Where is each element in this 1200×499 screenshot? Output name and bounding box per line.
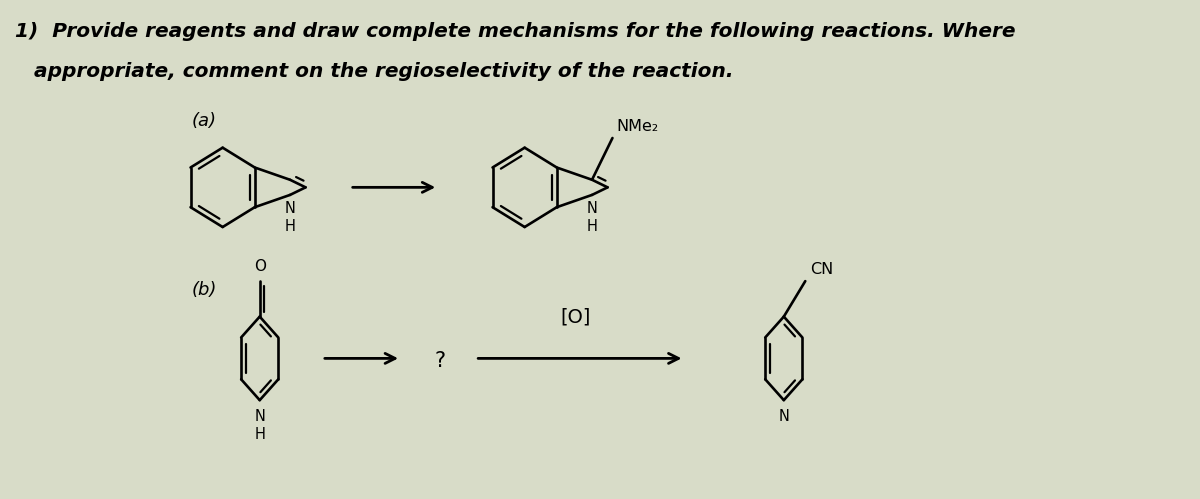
Text: (b): (b) [192, 281, 217, 299]
Text: [O]: [O] [560, 307, 590, 326]
Text: N: N [779, 409, 790, 424]
Text: CN: CN [810, 262, 833, 277]
Text: ?: ? [434, 351, 445, 371]
Text: O: O [253, 259, 265, 274]
Text: appropriate, comment on the regioselectivity of the reaction.: appropriate, comment on the regioselecti… [34, 62, 733, 81]
Text: N: N [587, 201, 598, 216]
Text: H: H [284, 219, 295, 234]
Text: 1)  Provide reagents and draw complete mechanisms for the following reactions. W: 1) Provide reagents and draw complete me… [16, 22, 1016, 41]
Text: NMe₂: NMe₂ [616, 119, 659, 134]
Text: N: N [284, 201, 295, 216]
Text: (a): (a) [192, 112, 217, 130]
Text: H: H [587, 219, 598, 234]
Text: H: H [254, 427, 265, 442]
Text: N: N [254, 409, 265, 424]
